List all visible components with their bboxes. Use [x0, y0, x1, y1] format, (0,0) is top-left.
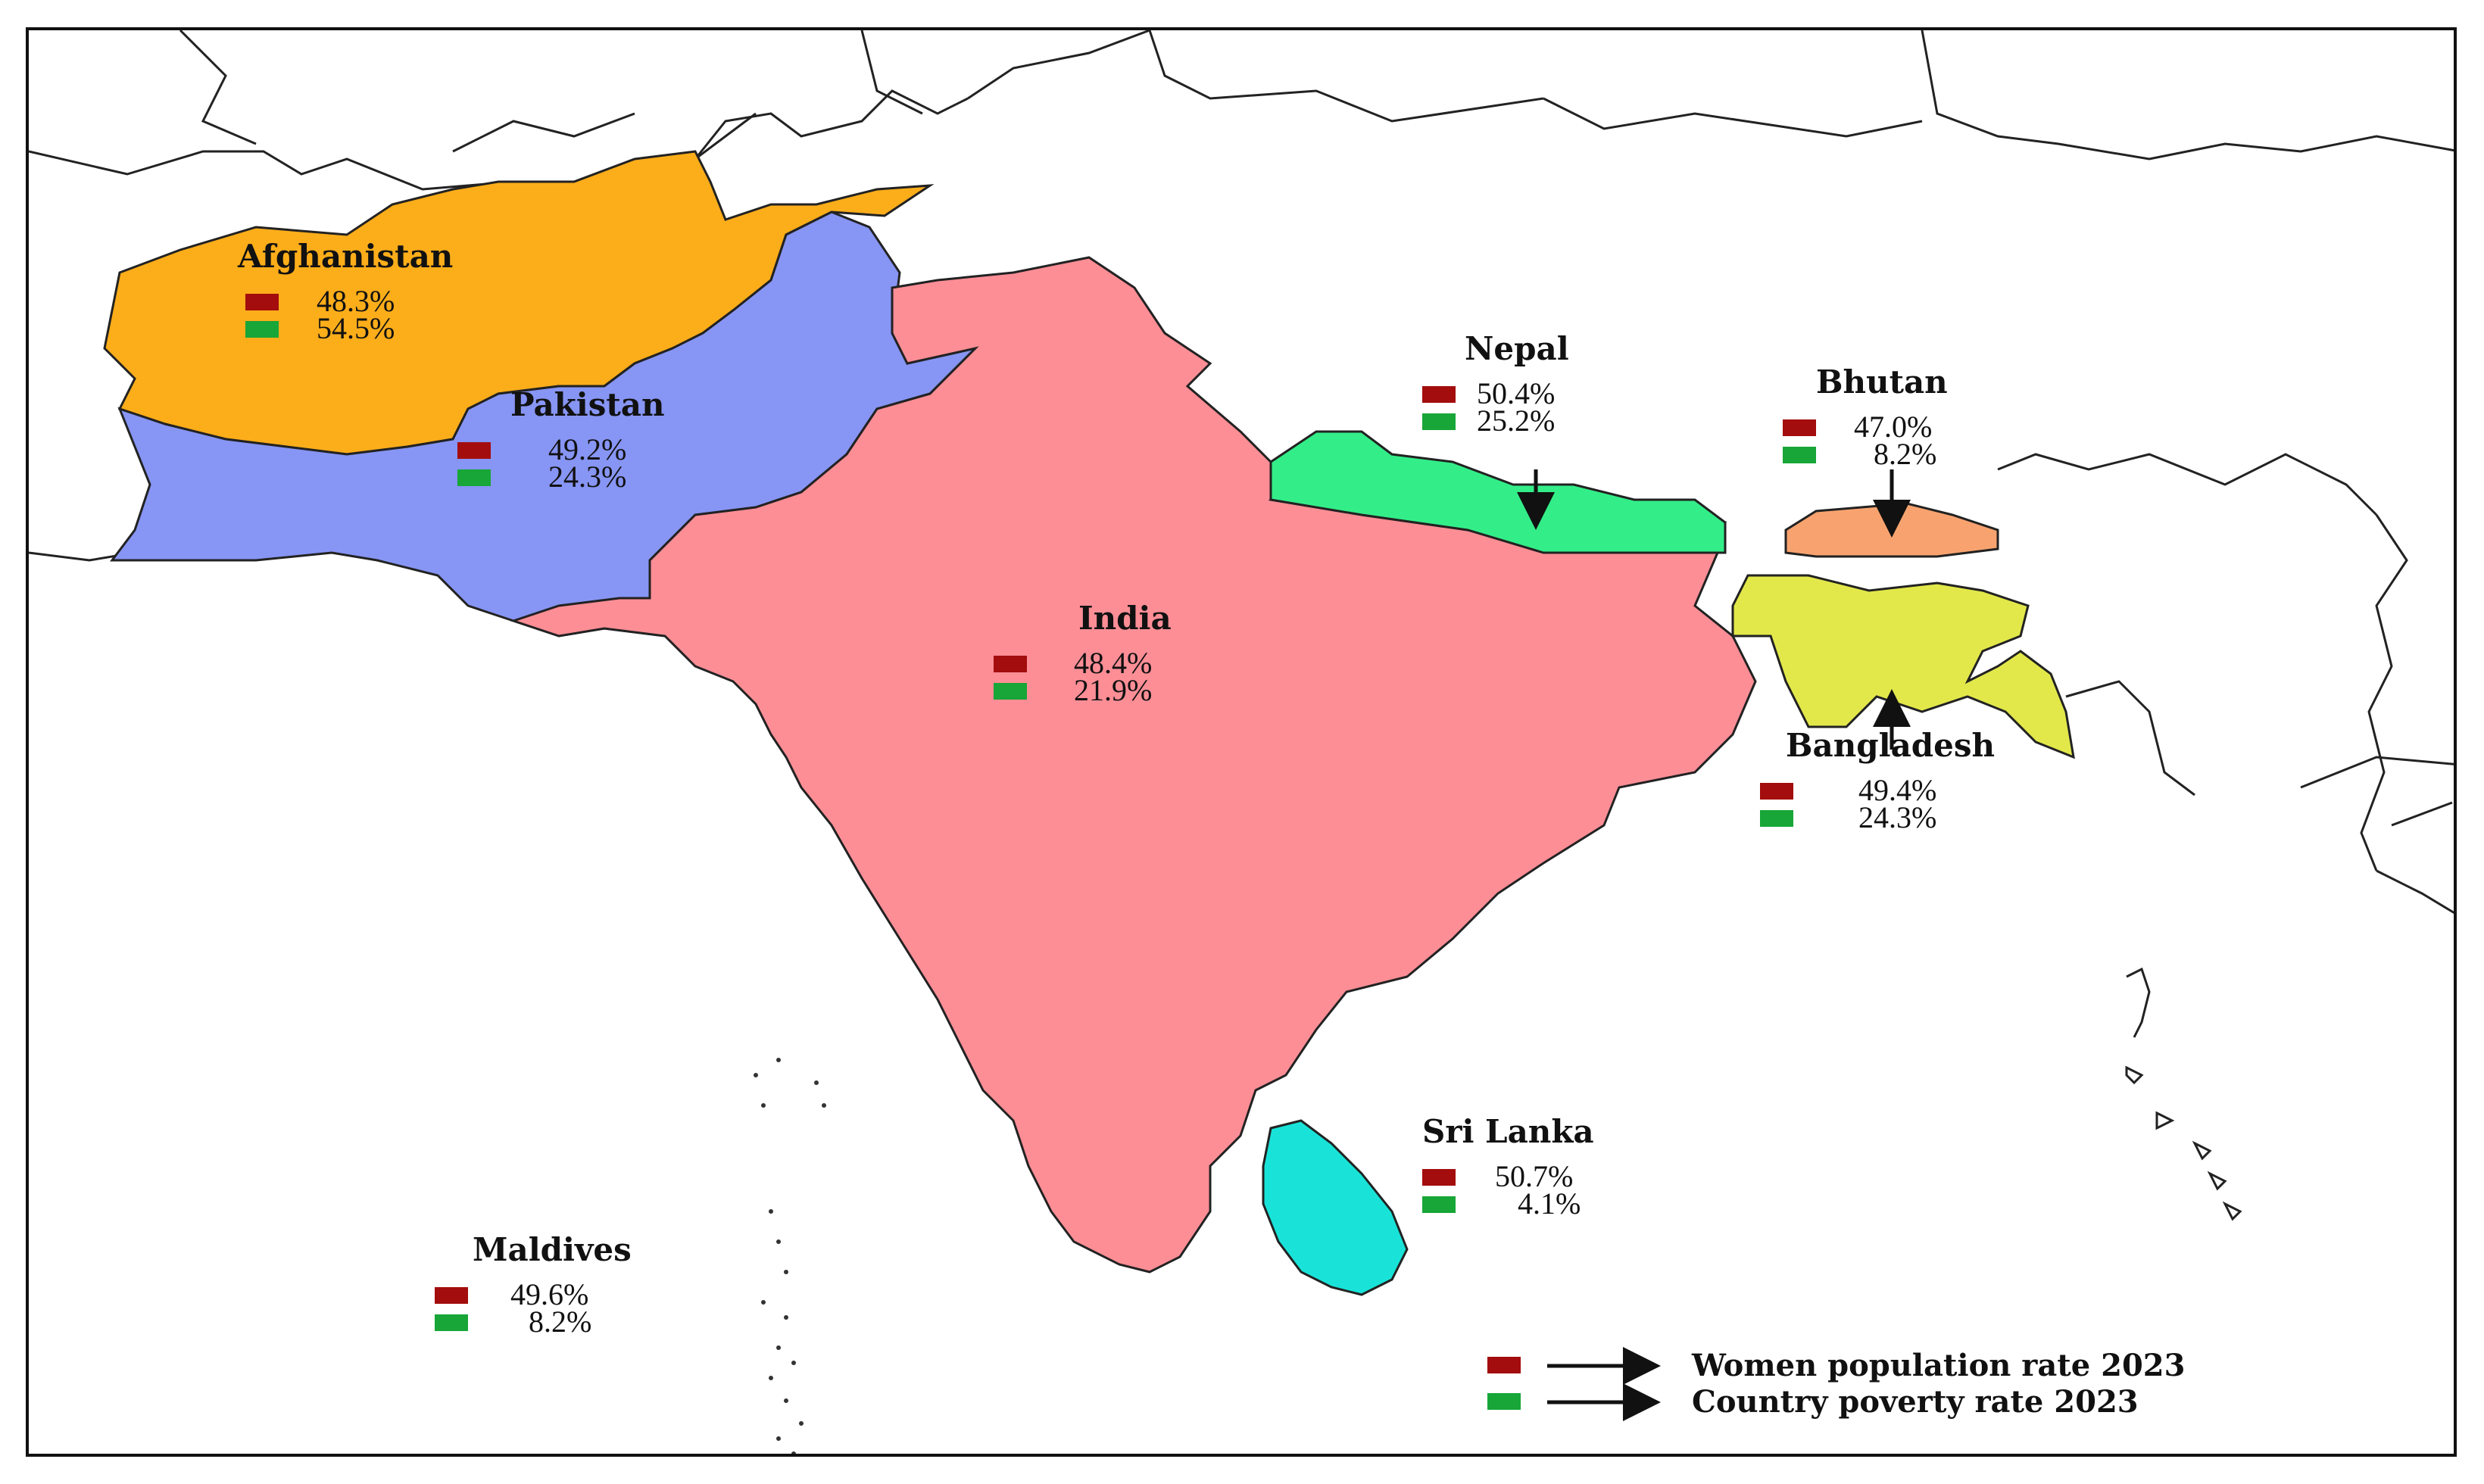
map-frame: Afghanistan 48.3% 54.5% Pakistan 49.2% 2… [26, 27, 2457, 1457]
poverty-swatch-maldives [435, 1314, 468, 1331]
country-shape-sri-lanka [1262, 1119, 1409, 1296]
women-swatch-sri-lanka [1422, 1169, 1456, 1186]
women-swatch-maldives [435, 1287, 468, 1304]
women-rate-bhutan: 47.0% [1854, 410, 1933, 444]
legend-swatch-poverty [1487, 1393, 1521, 1410]
legend-swatch-women-population [1487, 1357, 1521, 1373]
women-swatch-bhutan [1783, 419, 1816, 436]
poverty-rate-afghanistan: 54.5% [317, 311, 395, 345]
women-swatch-bangladesh [1760, 783, 1793, 800]
women-swatch-india [994, 656, 1027, 672]
legend-label-poverty: Country poverty rate 2023 [1692, 1384, 2139, 1420]
poverty-rate-bhutan: 8.2% [1874, 437, 1937, 471]
poverty-swatch-bhutan [1783, 447, 1816, 463]
poverty-swatch-afghanistan [245, 321, 279, 338]
poverty-rate-sri-lanka: 4.1% [1518, 1186, 1581, 1221]
women-swatch-nepal [1422, 386, 1456, 403]
neighbor-border-lines [29, 30, 2454, 914]
poverty-swatch-pakistan [457, 469, 491, 486]
legend-label-women-population: Women population rate 2023 [1692, 1348, 2186, 1383]
country-shape-nepal [1269, 430, 1727, 554]
women-rate-bangladesh: 49.4% [1858, 773, 1937, 807]
poverty-swatch-bangladesh [1760, 810, 1793, 827]
women-rate-sri-lanka: 50.7% [1495, 1159, 1574, 1193]
country-label-india: India [1078, 600, 1172, 637]
poverty-rate-nepal: 25.2% [1477, 404, 1556, 438]
country-label-bangladesh: Bangladesh [1786, 727, 1996, 764]
poverty-rate-bangladesh: 24.3% [1858, 800, 1937, 834]
poverty-swatch-sri-lanka [1422, 1196, 1456, 1213]
women-swatch-afghanistan [245, 294, 279, 310]
poverty-swatch-india [994, 683, 1027, 700]
country-label-afghanistan: Afghanistan [238, 238, 454, 275]
women-rate-india: 48.4% [1074, 646, 1153, 680]
poverty-rate-maldives: 8.2% [529, 1305, 592, 1339]
country-label-bhutan: Bhutan [1816, 363, 1948, 401]
country-label-pakistan: Pakistan [510, 386, 665, 423]
maldives-islands [754, 1058, 826, 1454]
andaman-islands [2125, 967, 2242, 1221]
map-graphic [29, 30, 2454, 1454]
women-rate-nepal: 50.4% [1477, 376, 1556, 410]
country-label-sri-lanka: Sri Lanka [1422, 1113, 1594, 1150]
women-rate-afghanistan: 48.3% [317, 284, 395, 318]
country-shape-bangladesh [1731, 574, 2075, 759]
country-label-nepal: Nepal [1465, 330, 1569, 367]
poverty-rate-india: 21.9% [1074, 673, 1153, 707]
women-rate-pakistan: 49.2% [548, 432, 627, 466]
women-swatch-pakistan [457, 442, 491, 459]
women-rate-maldives: 49.6% [510, 1277, 589, 1311]
poverty-swatch-nepal [1422, 413, 1456, 430]
poverty-rate-pakistan: 24.3% [548, 460, 627, 494]
country-label-maldives: Maldives [473, 1231, 632, 1268]
